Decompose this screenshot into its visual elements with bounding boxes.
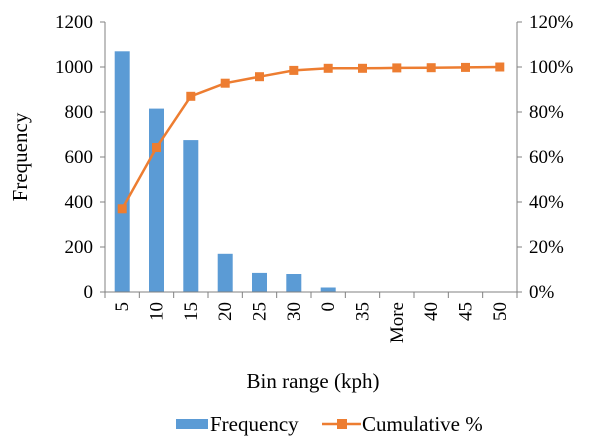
bar-5 — [114, 51, 130, 293]
legend-cumulative-marker — [337, 419, 347, 429]
y2-tick-label: 80% — [529, 102, 564, 123]
y2-tick-label: 120% — [529, 12, 574, 33]
cumulative-point-30 — [289, 65, 299, 75]
x-tick-label: More — [387, 302, 408, 343]
y-tick-label: 1200 — [55, 12, 93, 33]
bar-15 — [183, 140, 199, 292]
y-tick-label: 0 — [84, 282, 94, 303]
bar-0 — [320, 287, 336, 292]
y-tick-label: 400 — [65, 192, 94, 213]
legend: Frequency Cumulative % — [176, 412, 483, 436]
bar-10 — [149, 108, 164, 292]
bar-30 — [286, 274, 302, 292]
x-tick-label: 20 — [215, 302, 236, 321]
y2-tick-label: 0% — [529, 282, 555, 303]
x-tick-label: 30 — [284, 302, 305, 321]
labels-layer: 0200400600800100012000%20%40%60%80%100%1… — [55, 12, 574, 343]
line-layer — [117, 62, 505, 214]
x-tick-label: 10 — [147, 302, 168, 321]
cumulative-point-0 — [323, 63, 333, 73]
x-tick-label: 15 — [181, 302, 202, 321]
cumulative-line — [121, 65, 500, 210]
x-tick-label: 40 — [421, 302, 442, 321]
y2-tick-label: 40% — [529, 192, 564, 213]
x-tick-label: 45 — [456, 302, 477, 321]
y-tick-label: 800 — [65, 102, 94, 123]
cumulative-point-15 — [186, 91, 196, 101]
cumulative-point-45 — [461, 62, 470, 72]
cumulative-point-20 — [220, 78, 230, 88]
cumulative-point-5 — [117, 204, 127, 214]
x-axis-title: Bin range (kph) — [247, 369, 380, 393]
bar-20 — [217, 253, 233, 293]
y-tick-label: 1000 — [55, 57, 93, 78]
y2-tick-label: 100% — [529, 57, 574, 78]
x-tick-label: 0 — [318, 302, 339, 312]
y-tick-label: 600 — [65, 147, 94, 168]
legend-frequency-swatch — [176, 419, 208, 429]
y-axis-title: Frequency — [8, 112, 32, 201]
x-tick-label: 25 — [250, 302, 271, 321]
legend-cumulative-label: Cumulative % — [362, 412, 483, 436]
cumulative-point-40 — [426, 63, 436, 73]
cumulative-point-25 — [255, 72, 264, 82]
cumulative-point-10 — [152, 143, 161, 152]
cumulative-point-50 — [495, 62, 505, 72]
cumulative-point-35 — [358, 63, 367, 73]
y-tick-label: 200 — [65, 237, 94, 258]
y2-tick-label: 20% — [529, 237, 564, 258]
bar-25 — [252, 272, 267, 292]
x-tick-label: 5 — [112, 302, 133, 312]
axes-layer — [100, 21, 522, 298]
legend-frequency-label: Frequency — [210, 412, 299, 436]
x-tick-label: 35 — [353, 302, 374, 321]
y2-tick-label: 60% — [529, 147, 564, 168]
cumulative-point-more — [392, 63, 402, 73]
x-tick-label: 50 — [490, 302, 511, 321]
